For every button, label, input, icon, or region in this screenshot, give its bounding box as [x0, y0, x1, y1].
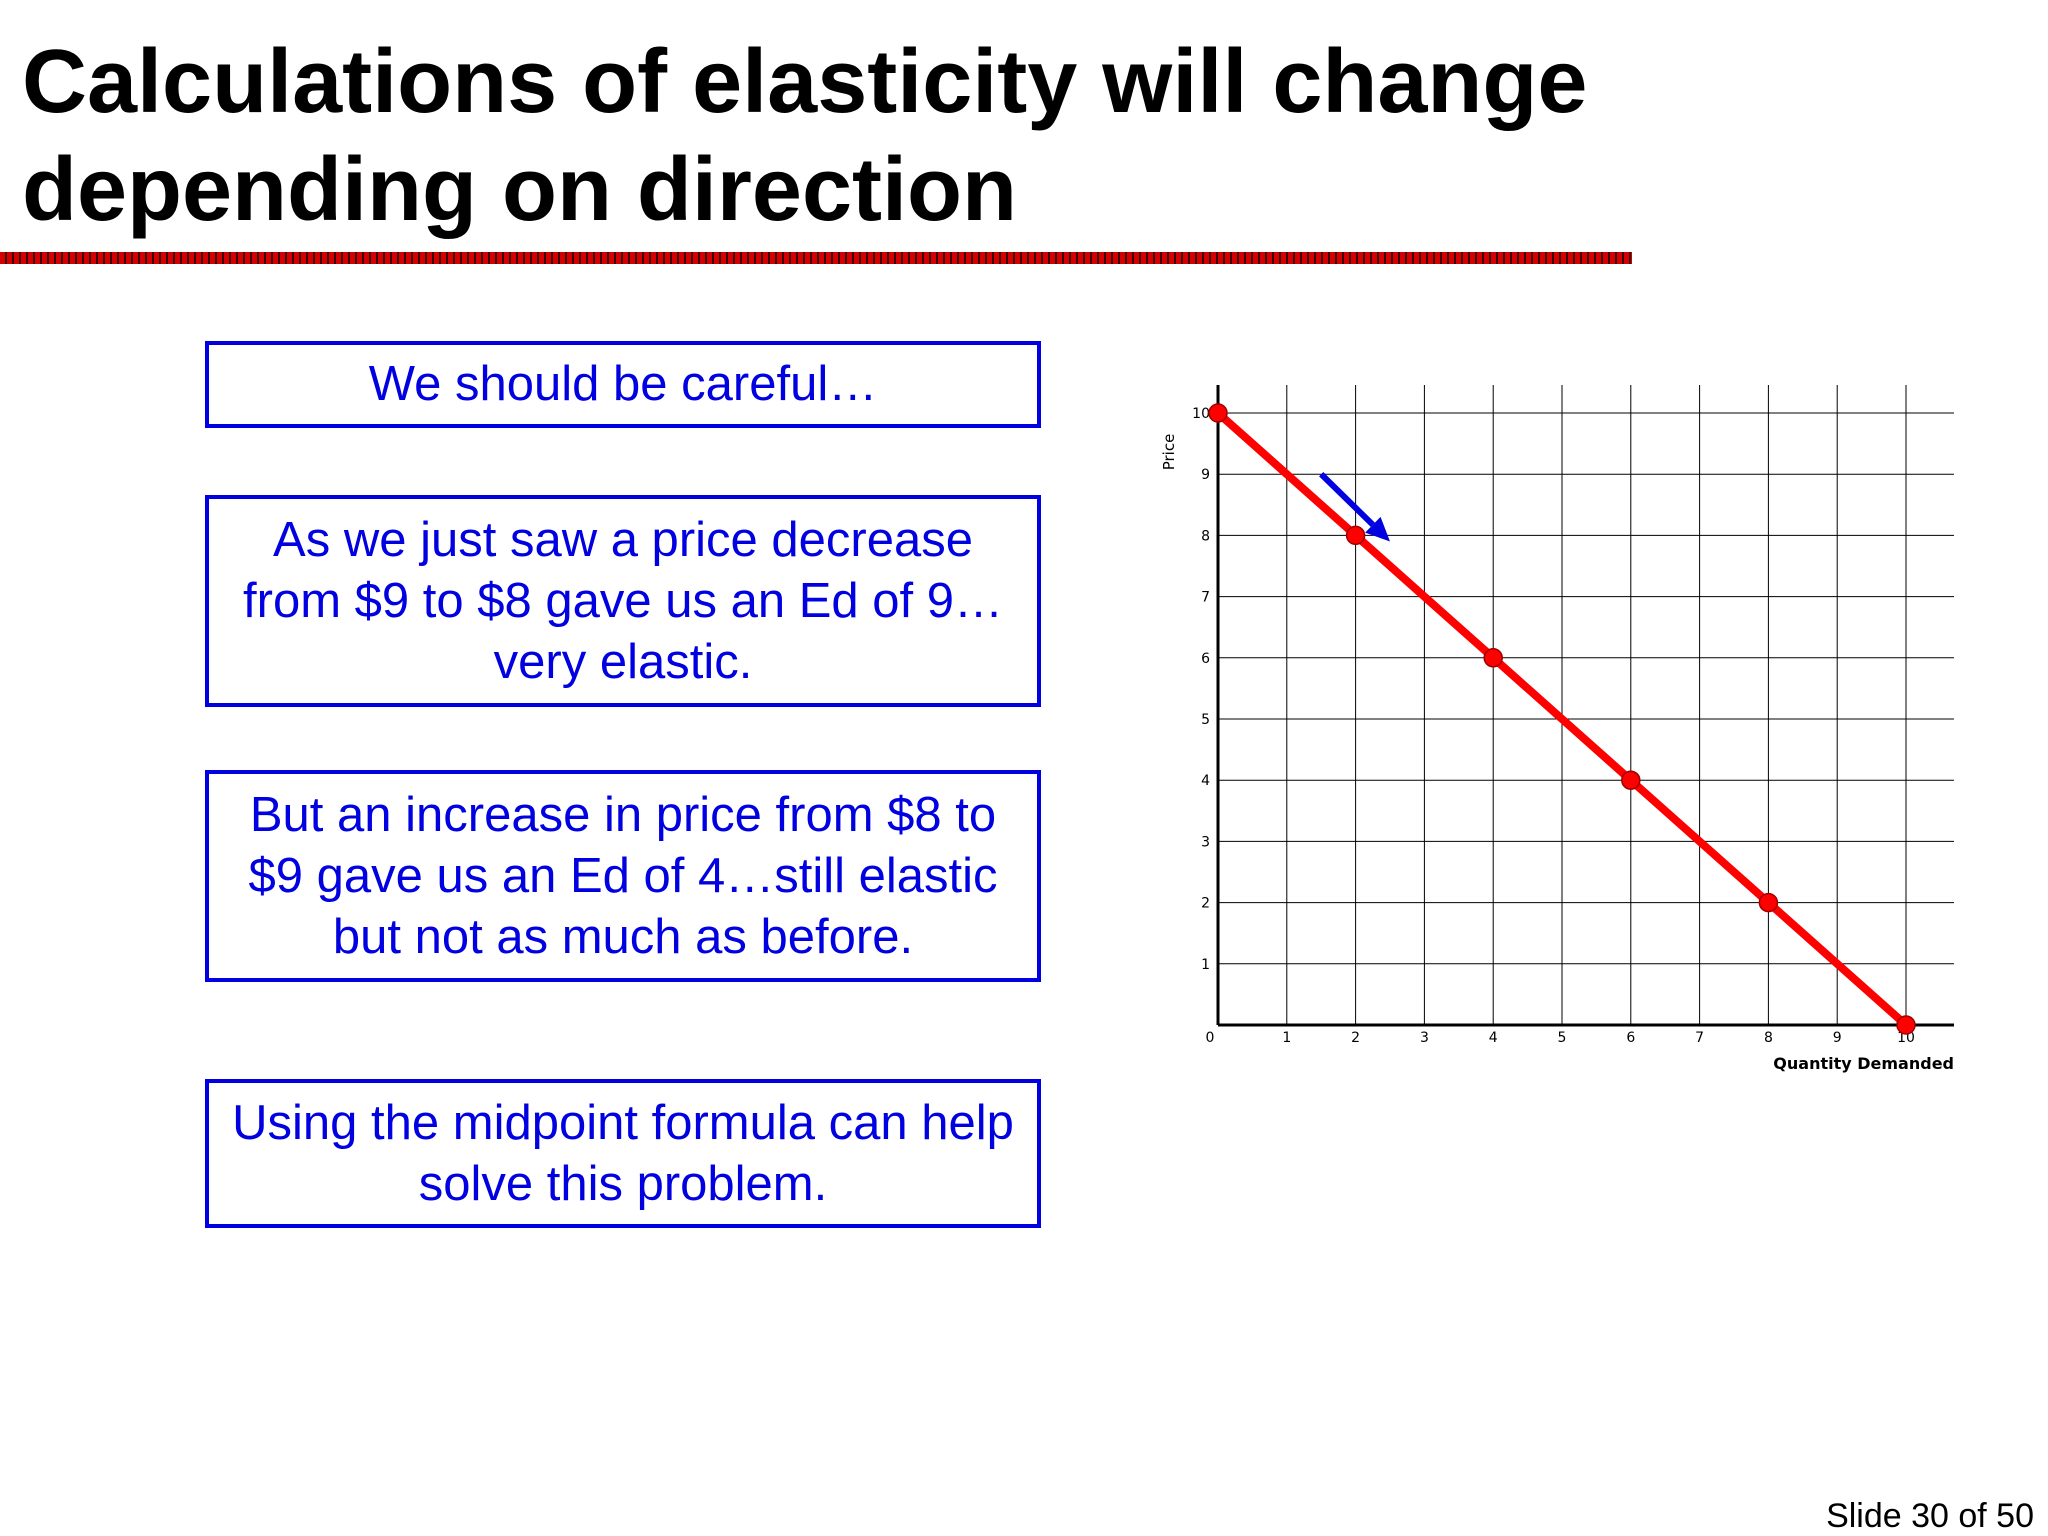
- x-tick-label: 8: [1764, 1030, 1773, 1046]
- y-tick-label: 7: [1201, 590, 1210, 606]
- demand-curve-line: [1214, 409, 1910, 1029]
- careful-note-box: We should be careful…: [205, 341, 1041, 428]
- demand-point: [1758, 892, 1779, 913]
- direction-arrow-group: [1319, 472, 1390, 542]
- demand-point: [1345, 525, 1366, 546]
- midpoint-formula-text: Using the midpoint formula can help solv…: [232, 1095, 1014, 1211]
- price-increase-text: But an increase in price from $8 to $9 g…: [248, 787, 998, 964]
- y-axis-label: Price: [1160, 434, 1178, 471]
- x-tick-label: 1: [1282, 1030, 1291, 1046]
- demand-curve-chart: 0 1 2 3 4 5 6 7 8 9 10 1 2 3 4 5 6 7 8 9 10 Quantity Demande…: [1160, 385, 1954, 1073]
- y-tick-label: 4: [1201, 773, 1210, 789]
- title-divider: [0, 252, 1632, 264]
- price-increase-box: But an increase in price from $8 to $9 g…: [205, 770, 1041, 982]
- x-tick-label: 9: [1833, 1030, 1842, 1046]
- y-tick-label: 5: [1201, 712, 1210, 728]
- y-tick-label: 2: [1201, 896, 1210, 912]
- x-tick-label: 5: [1558, 1030, 1567, 1046]
- y-tick-label: 3: [1201, 834, 1210, 850]
- demand-point: [1208, 403, 1228, 423]
- demand-point: [1483, 648, 1503, 668]
- x-tick-label: 3: [1420, 1030, 1429, 1046]
- price-decrease-text: As we just saw a price decrease from $9 …: [243, 512, 1003, 689]
- chart-tick-labels: 0 1 2 3 4 5 6 7 8 9 10 1 2 3 4 5 6 7 8 9 10: [1192, 406, 1915, 1046]
- demand-point: [1621, 770, 1641, 790]
- demand-point: [1896, 1015, 1916, 1035]
- slide-title: Calculations of elasticity will change d…: [22, 32, 1588, 240]
- y-tick-label: 10: [1192, 406, 1210, 422]
- direction-arrow-head: [1365, 516, 1390, 542]
- x-tick-label: 2: [1351, 1030, 1360, 1046]
- careful-note-text: We should be careful…: [368, 357, 878, 411]
- y-tick-label: 1: [1201, 957, 1210, 973]
- demand-points: [1208, 403, 1916, 1035]
- price-decrease-box: As we just saw a price decrease from $9 …: [205, 495, 1041, 707]
- x-tick-label: 0: [1206, 1030, 1215, 1046]
- x-tick-label: 4: [1489, 1030, 1498, 1046]
- x-tick-label: 6: [1626, 1030, 1635, 1046]
- chart-axes: [1216, 385, 1954, 1027]
- demand-series: [1214, 409, 1910, 1029]
- y-tick-label: 8: [1201, 528, 1210, 544]
- slide-number: Slide 30 of 50: [1826, 1497, 2034, 1535]
- x-axis-label: Quantity Demanded: [1773, 1054, 1954, 1073]
- midpoint-formula-box: Using the midpoint formula can help solv…: [205, 1079, 1041, 1228]
- x-tick-label: 10: [1897, 1030, 1915, 1046]
- y-tick-label: 9: [1201, 467, 1210, 483]
- y-tick-label: 6: [1201, 651, 1210, 667]
- direction-arrow-shaft: [1319, 472, 1375, 527]
- chart-grid: [1218, 385, 1954, 1025]
- x-tick-label: 7: [1695, 1030, 1704, 1046]
